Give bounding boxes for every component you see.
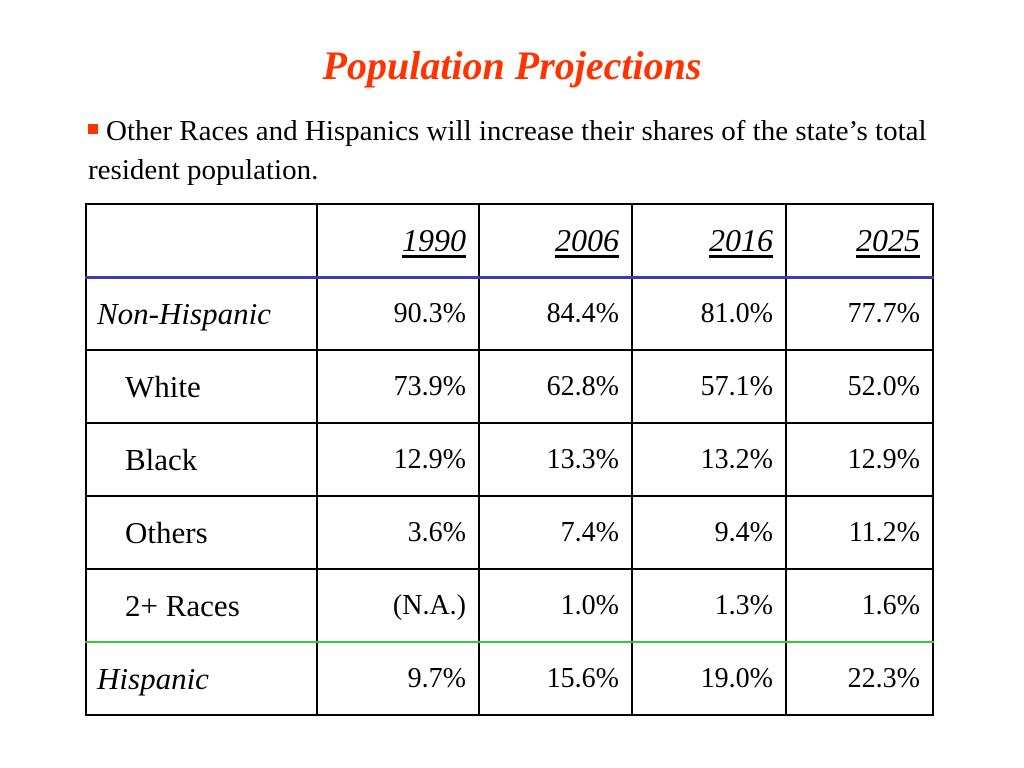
table-cell: 19.0% (631, 641, 787, 716)
year-header-2025: 2025 (785, 203, 934, 279)
table-cell: 90.3% (316, 276, 480, 351)
table-cell: 84.4% (478, 276, 633, 351)
square-bullet-icon (88, 124, 98, 134)
table-header-row: 1990 2006 2016 2025 (85, 203, 934, 279)
table-cell: 13.2% (631, 422, 787, 497)
row-label: White (85, 349, 318, 424)
table-cell: 73.9% (316, 349, 480, 424)
row-label: Black (85, 422, 318, 497)
table-cell: 1.0% (478, 568, 633, 643)
table-row-hispanic: Hispanic 9.7% 15.6% 19.0% 22.3% (85, 641, 934, 716)
table-cell: 12.9% (316, 422, 480, 497)
table-cell: 1.6% (785, 568, 934, 643)
table-row-non-hispanic: Non-Hispanic 90.3% 84.4% 81.0% 77.7% (85, 276, 934, 351)
table-cell: 15.6% (478, 641, 633, 716)
year-header-2006: 2006 (478, 203, 633, 279)
table-row-two-plus-races: 2+ Races (N.A.) 1.0% 1.3% 1.6% (85, 568, 934, 643)
table-cell: 9.7% (316, 641, 480, 716)
row-label: Others (85, 495, 318, 570)
table-cell: 9.4% (631, 495, 787, 570)
table-cell: 22.3% (785, 641, 934, 716)
year-header-2016: 2016 (631, 203, 787, 279)
table-cell: 11.2% (785, 495, 934, 570)
table-cell: 81.0% (631, 276, 787, 351)
table-cell: 3.6% (316, 495, 480, 570)
table-cell: 77.7% (785, 276, 934, 351)
table-row-black: Black 12.9% 13.3% 13.2% 12.9% (85, 422, 934, 497)
row-label: Hispanic (85, 641, 318, 716)
row-label: Non-Hispanic (85, 276, 318, 351)
population-projections-table: 1990 2006 2016 2025 Non-Hispanic 90.3% 8… (85, 203, 934, 716)
bullet-text: Other Races and Hispanics will increase … (88, 115, 927, 186)
table-cell: 13.3% (478, 422, 633, 497)
table-cell: 52.0% (785, 349, 934, 424)
table-row-others: Others 3.6% 7.4% 9.4% 11.2% (85, 495, 934, 570)
corner-cell (85, 203, 318, 279)
table-cell: 7.4% (478, 495, 633, 570)
table-row-white: White 73.9% 62.8% 57.1% 52.0% (85, 349, 934, 424)
table-cell: 12.9% (785, 422, 934, 497)
bullet-text-block: Other Races and Hispanics will increase … (88, 112, 968, 190)
table-cell: (N.A.) (316, 568, 480, 643)
table-cell: 62.8% (478, 349, 633, 424)
year-header-1990: 1990 (316, 203, 480, 279)
table-cell: 1.3% (631, 568, 787, 643)
slide-title: Population Projections (322, 43, 702, 88)
table-cell: 57.1% (631, 349, 787, 424)
row-label: 2+ Races (85, 568, 318, 643)
